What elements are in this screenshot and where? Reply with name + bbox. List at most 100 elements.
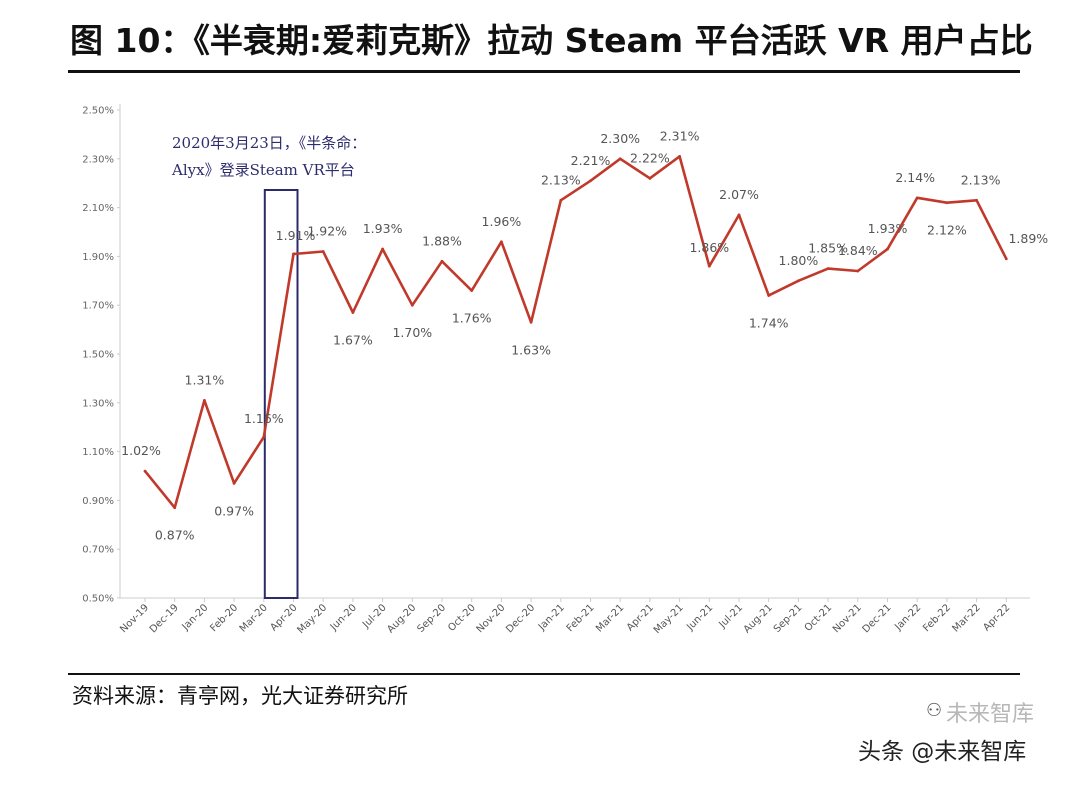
source-note: 资料来源：青亭网，光大证券研究所 [72,684,408,708]
data-label: 1.70% [392,325,432,340]
data-label: 1.31% [185,372,225,387]
x-tick-label: May-20 [295,602,329,636]
data-point [856,269,860,273]
x-tick-label: Jun-20 [328,602,359,633]
data-point [203,398,206,402]
data-label: 2.12% [927,223,967,238]
data-point [886,247,889,251]
data-point [618,157,622,161]
x-tick-label: Jan-20 [180,602,211,633]
data-point [678,154,681,158]
data-point [559,198,563,202]
data-point [737,213,741,217]
annotation-line-2: Alyx》登录Steam VR平台 [171,161,355,179]
data-point [915,196,919,200]
data-label: 1.88% [422,233,462,248]
highlight-box [263,189,299,599]
y-tick-label: 1.70% [82,301,114,312]
data-label: 1.67% [333,333,373,348]
data-point [321,250,325,253]
y-tick-label: 1.50% [82,350,114,361]
series-line [143,155,1008,510]
data-label: 2.30% [600,131,640,146]
data-point [232,481,236,485]
annotation-line-1: 2020年3月23日，《半条命： [172,134,366,152]
data-label: 1.85% [808,241,848,256]
y-tick-label: 0.70% [82,545,114,556]
x-tick-label: Nov-21 [831,602,864,635]
x-tick-label: Feb-21 [565,602,597,634]
data-point [945,201,949,205]
x-tick-label: Sep-20 [415,602,448,635]
data-point [500,240,503,244]
data-point [410,303,414,307]
watermark-faded: 未来智库 [946,702,1035,727]
data-label: 1.92% [307,224,347,239]
data-label: 2.07% [719,187,759,202]
x-tick-label: Feb-20 [208,602,240,634]
data-point [707,264,711,268]
data-label: 1.86% [689,240,729,255]
data-label: 1.74% [749,315,789,330]
y-tick-label: 2.30% [82,154,114,165]
y-tick-label: 2.50% [82,106,114,117]
data-label: 2.14% [895,170,935,185]
data-label: 2.13% [961,172,1001,187]
data-point [797,279,800,283]
y-tick-label: 1.10% [82,447,114,458]
title-rule [68,70,1020,73]
y-tick-label: 1.30% [82,398,114,409]
y-tick-label: 0.90% [82,496,114,507]
y-tick-label: 2.10% [82,203,114,214]
data-label: 1.16% [244,411,284,426]
data-label: 0.87% [155,528,195,543]
x-tick-label: Oct-20 [446,602,478,634]
data-label: 1.84% [838,243,878,258]
data-point [826,267,830,270]
x-tick-label: May-21 [652,602,686,636]
data-label: 1.96% [482,214,522,229]
x-tick-label: Nov-20 [475,602,508,635]
watermark-icon: ⚇ [926,700,943,721]
data-point [648,176,652,180]
data-label: 1.76% [452,311,492,326]
data-point [262,435,266,439]
data-point [767,294,771,297]
x-tick-label: Feb-22 [921,602,953,634]
x-tick-label: Sep-21 [772,602,805,635]
x-tick-label: Nov-19 [118,602,151,635]
data-point [292,252,295,256]
y-tick-label: 1.90% [82,252,114,263]
x-tick-label: Dec-19 [148,602,181,635]
data-label: 2.22% [630,150,670,165]
x-tick-label: Aug-20 [385,602,418,635]
y-tick-label: 0.50% [82,594,114,605]
x-tick-label: Apr-22 [981,602,1012,633]
data-point [529,320,533,324]
figure-title: 图 10：《半衰期:爱莉克斯》拉动 Steam 平台活跃 VR 用户占比 [70,21,1033,60]
x-tick-label: Jan-21 [536,602,567,633]
data-label: 1.89% [1008,231,1048,246]
x-tick-label: Mar-22 [951,602,983,634]
data-point [440,259,444,263]
data-label: 1.91% [276,228,316,243]
x-tick-label: Mar-20 [238,602,270,634]
data-label: 1.80% [779,253,819,268]
source-rule [68,673,1020,675]
data-label: 1.93% [868,221,908,236]
x-tick-label: Jul-20 [360,602,389,631]
data-label: 1.63% [511,342,551,357]
x-tick-label: Aug-21 [742,602,775,635]
data-point [351,311,355,314]
x-tick-label: Dec-20 [504,602,537,635]
data-point [589,179,592,183]
data-label: 1.02% [121,443,161,458]
data-point [381,247,384,251]
data-label: 2.21% [571,153,611,168]
data-point [143,469,147,473]
data-point [173,506,177,510]
x-tick-label: Jul-21 [717,602,746,631]
data-label: 2.31% [660,128,700,143]
x-tick-label: Dec-21 [861,602,894,635]
